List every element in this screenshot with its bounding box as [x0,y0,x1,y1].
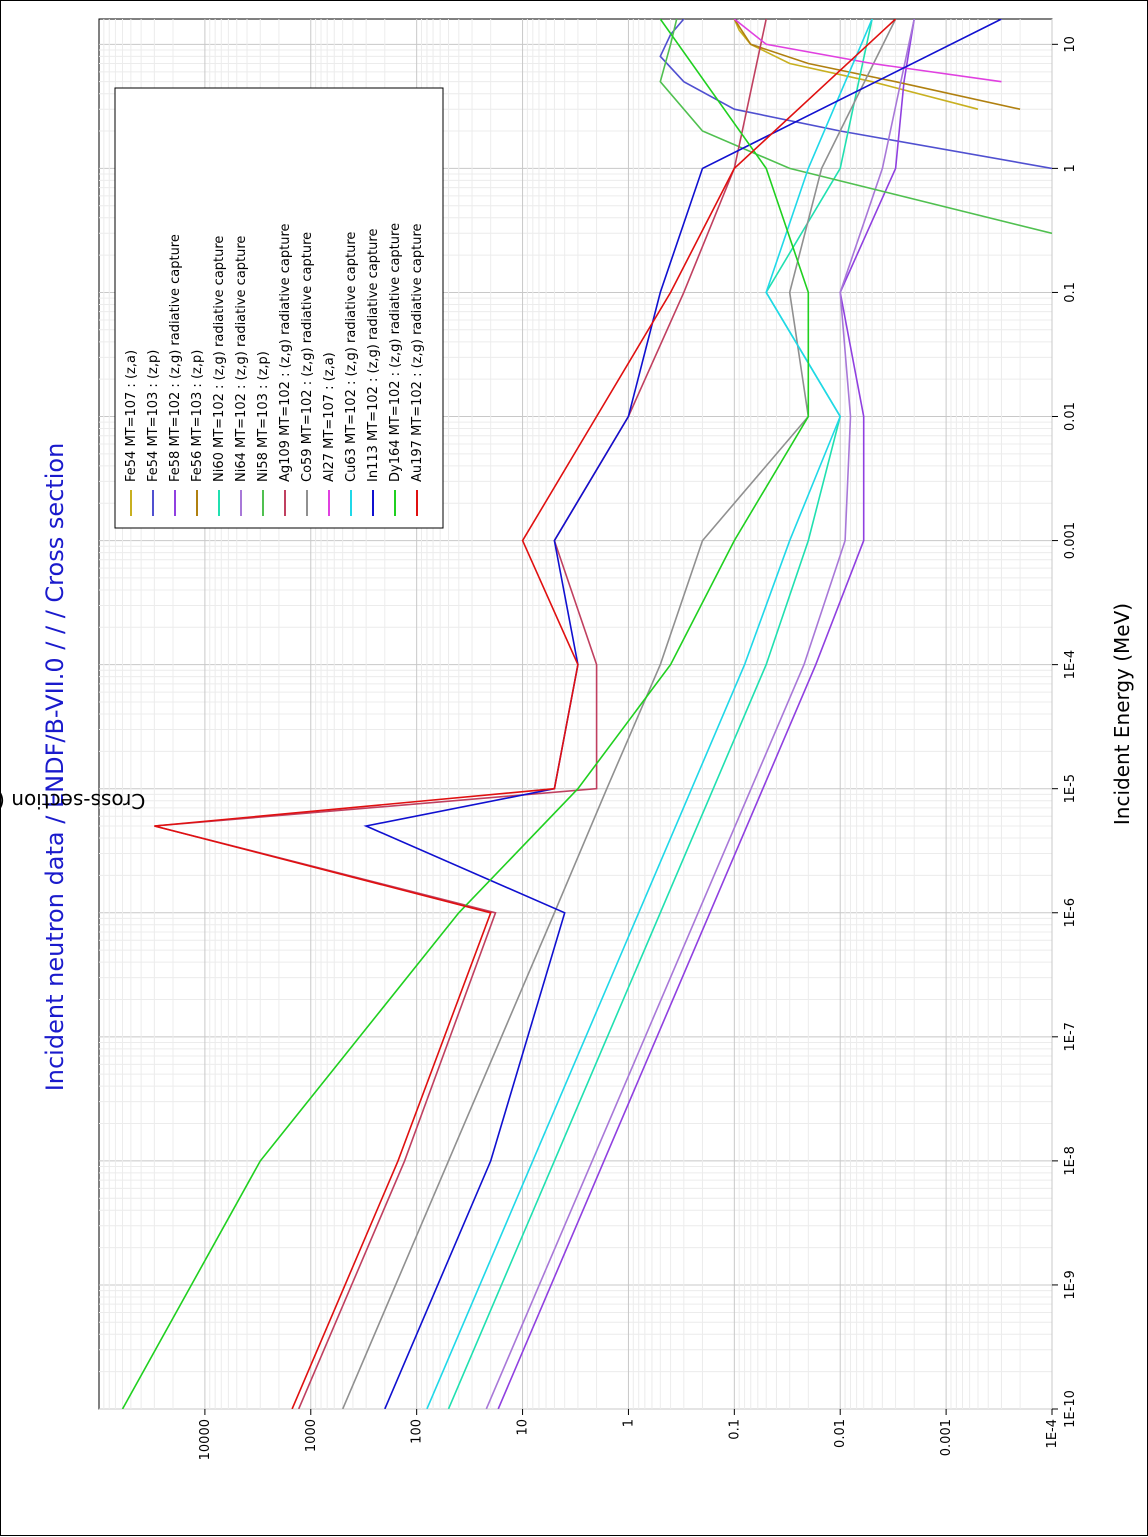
legend-entry: In113 MT=102 : (z,g) radiative capture [366,229,381,482]
y-tick-label: 0.001 [939,1419,954,1456]
y-tick-label: 1 [621,1419,636,1427]
y-tick-label: 0.01 [833,1419,848,1448]
x-axis-title: Incident Energy (MeV) [1110,603,1134,825]
series-line [154,19,767,1409]
x-tick-label: 1E-7 [1063,1022,1078,1051]
x-tick-label: 0.001 [1063,522,1078,559]
legend-entry: Cu63 MT=102 : (z,g) radiative capture [344,232,359,482]
series-line [121,19,810,1409]
x-tick-label: 1E-4 [1063,650,1078,679]
x-tick-label: 1E-6 [1063,898,1078,927]
legend-entry: Ni60 MT=102 : (z,g) radiative capture [212,236,227,482]
y-tick-label: 100 [410,1419,425,1444]
x-tick-label: 10 [1063,36,1078,53]
y-tick-label: 10 [516,1419,531,1436]
y-tick-label: 0.1 [727,1419,742,1440]
x-tick-label: 1E-5 [1063,774,1078,803]
legend-entry: Fe58 MT=102 : (z,g) radiative capture [168,234,183,482]
series-line [341,19,897,1409]
legend-entry: Al27 MT=107 : (z,a) [322,352,337,482]
legend-entry: Fe54 MT=103 : (z,p) [146,350,161,482]
y-tick-label: 1E-4 [1045,1419,1060,1448]
series-line [154,19,897,1409]
legend-entry: Au197 MT=102 : (z,g) radiative capture [410,223,425,482]
legend: Fe54 MT=107 : (z,a) Fe54 MT=103 : (z,p) Fe… [114,87,444,529]
chart-title: Incident neutron data / ENDF/B-VII.0 / /… [41,443,69,1092]
series-line [733,19,1021,110]
legend-entry: Ni64 MT=102 : (z,g) radiative capture [234,236,249,482]
legend-entry: Dy164 MT=102 : (z,g) radiative capture [388,223,403,482]
x-tick-label: 0.01 [1063,402,1078,431]
series-line [733,19,1002,83]
y-tick-label: 10000 [198,1419,213,1460]
y-axis-title: Cross-section (b) [1,789,145,813]
x-tick-label: 0.1 [1063,282,1078,303]
x-tick-label: 1E-9 [1063,1270,1078,1299]
series-line [485,19,915,1409]
series-line [659,19,1052,235]
series-line [426,19,873,1409]
x-tick-label: 1 [1063,164,1078,172]
series-line [733,19,979,110]
legend-entry: Fe54 MT=107 : (z,a) [124,350,139,482]
legend-entry: Ag109 MT=102 : (z,g) radiative capture [278,223,293,482]
x-tick-label: 1E-8 [1063,1146,1078,1175]
series-line [447,19,873,1409]
x-tick-label: 1E-10 [1063,1390,1078,1428]
legend-entry: Ni58 MT=103 : (z,p) [256,351,271,482]
series-layer [121,19,1052,1409]
ticks: 1E-10 1E-9 1E-8 1E-7 1E-6 1E-5 1E-4 0.001 0.01 0.… [198,36,1078,1460]
legend-entry: Co59 MT=102 : (z,g) radiative capture [300,232,315,482]
legend-box [114,87,444,529]
series-line [497,19,915,1409]
y-tick-label: 1000 [304,1419,319,1452]
legend-entry: Fe56 MT=103 : (z,p) [190,350,205,482]
